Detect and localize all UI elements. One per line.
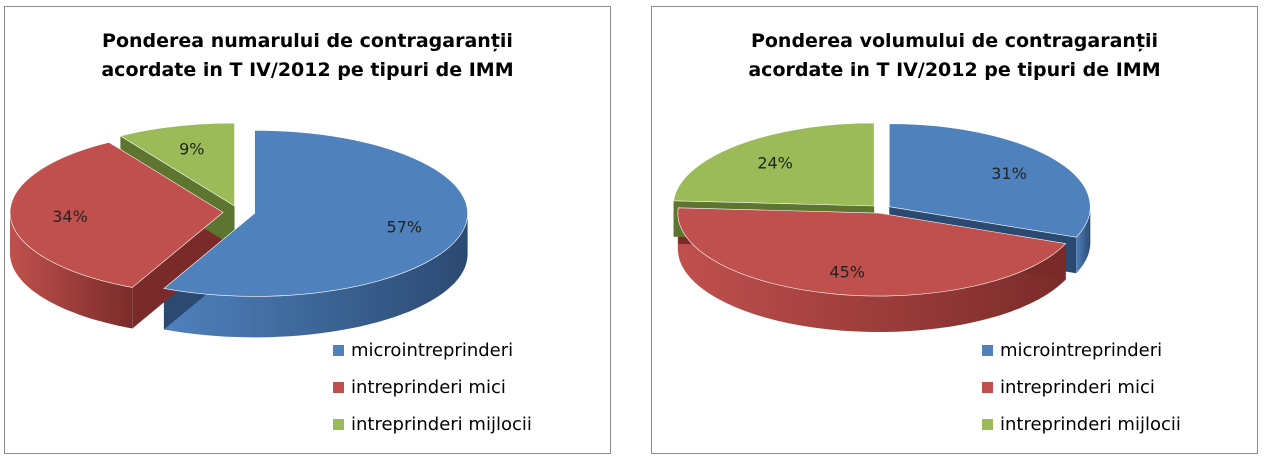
slice-edge-red <box>132 212 224 329</box>
slice-side-blue <box>163 213 468 338</box>
slice-red <box>9 141 224 288</box>
legend-item: microintreprinderi <box>982 332 1181 369</box>
chart-title: Ponderea numarului de contragaranții aco… <box>101 30 514 81</box>
legend-swatch-blue <box>982 345 993 356</box>
data-label: 57% <box>387 217 423 236</box>
legend-swatch-green <box>982 419 993 430</box>
slice-side-red <box>677 213 1066 332</box>
legend-swatch-blue <box>333 345 344 356</box>
slice-red <box>677 207 1067 297</box>
legend-swatch-green <box>333 419 344 430</box>
data-label: 34% <box>52 207 88 226</box>
slice-side-red <box>10 212 133 329</box>
data-label: 45% <box>829 262 865 281</box>
legend-swatch-red <box>982 382 993 393</box>
legend-label: intreprinderi mijlocii <box>351 414 532 435</box>
legend: microintreprinderi intreprinderi mici in… <box>333 332 532 443</box>
data-label: 24% <box>757 153 793 172</box>
legend-label: microintreprinderi <box>1000 340 1163 361</box>
slice-green <box>119 122 235 207</box>
chart-panel-count: Ponderea numarului de contragaranții aco… <box>4 6 611 454</box>
slice-side-blue <box>1076 206 1091 274</box>
data-label: 9% <box>179 140 204 159</box>
legend-item: intreprinderi mijlocii <box>982 406 1181 443</box>
slice-blue <box>163 130 468 297</box>
legend-item: intreprinderi mijlocii <box>333 406 532 443</box>
legend-label: intreprinderi mijlocii <box>1000 414 1181 435</box>
legend-item: intreprinderi mici <box>982 369 1181 406</box>
chart-panel-volume: Ponderea volumului de contragaranții aco… <box>651 6 1258 454</box>
pie-chart: 31% 45% 24% <box>673 122 1091 332</box>
slice-green <box>673 122 875 207</box>
legend-item: microintreprinderi <box>333 332 532 369</box>
legend: microintreprinderi intreprinderi mici in… <box>982 332 1181 443</box>
legend-swatch-red <box>333 382 344 393</box>
legend-label: microintreprinderi <box>351 340 514 361</box>
legend-label: intreprinderi mici <box>1000 377 1155 398</box>
legend-item: intreprinderi mici <box>333 369 532 406</box>
chart-title: Ponderea volumului de contragaranții aco… <box>748 30 1161 81</box>
data-label: 31% <box>991 164 1027 183</box>
pie-chart: 57% 34% 9% <box>9 122 468 338</box>
slice-blue <box>888 123 1091 238</box>
legend-label: intreprinderi mici <box>351 377 506 398</box>
